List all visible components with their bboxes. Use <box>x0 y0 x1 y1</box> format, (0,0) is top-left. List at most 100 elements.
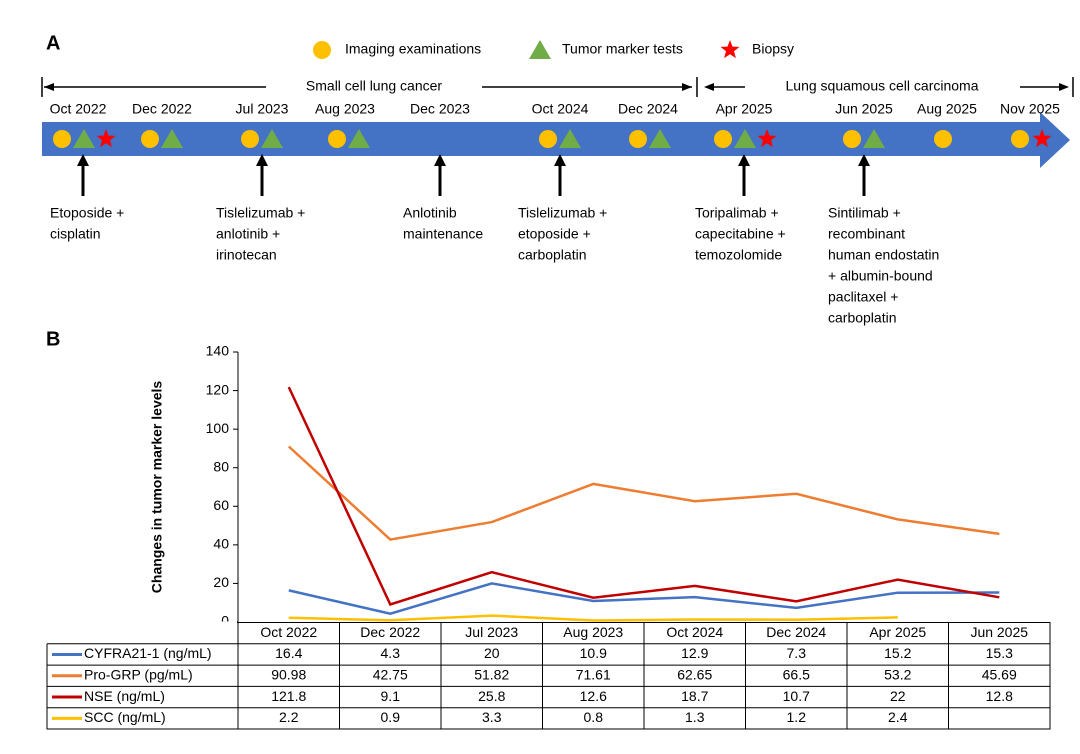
table-cell: 71.61 <box>576 666 611 682</box>
legend-label: Pro-GRP (pg/mL) <box>84 666 193 682</box>
y-axis-label: Changes in tumor marker levels <box>149 381 165 594</box>
x-tick-label: Jul 2023 <box>465 624 518 640</box>
imaging-icon <box>1011 130 1029 148</box>
arrow-head <box>256 154 268 166</box>
treatment-label: + albumin-bound <box>828 268 933 284</box>
table-cell: 3.3 <box>482 709 502 725</box>
table-cell: 15.2 <box>884 645 911 661</box>
imaging-icon <box>843 130 861 148</box>
arrow-head <box>858 154 870 166</box>
treatment-label: maintenance <box>403 226 483 242</box>
table-cell: 0.9 <box>381 709 401 725</box>
y-tick-label: 100 <box>206 420 230 436</box>
treatment-label: Etoposide + <box>50 205 124 221</box>
treatment-label: Anlotinib <box>403 205 457 221</box>
table-cell: 0.8 <box>584 709 604 725</box>
treatment-label: capecitabine + <box>695 226 786 242</box>
x-tick-label: Jun 2025 <box>970 624 1028 640</box>
phase-brackets <box>41 77 1074 97</box>
table-cell: 10.9 <box>580 645 607 661</box>
tumor-marker-icon <box>261 129 283 148</box>
date-label: Jun 2025 <box>835 101 893 117</box>
date-label: Dec 2022 <box>132 101 192 117</box>
series-line <box>287 386 1000 607</box>
tumor-marker-icon <box>161 129 183 148</box>
treatment-label: Tislelizumab + <box>216 205 305 221</box>
date-label: Oct 2024 <box>532 101 589 117</box>
treatment-label: temozolomide <box>695 247 782 263</box>
date-label: Aug 2023 <box>315 101 375 117</box>
table-corner <box>46 621 237 644</box>
panel-label: A <box>46 32 60 54</box>
table-cell: 18.7 <box>681 688 708 704</box>
series-line <box>288 614 898 622</box>
y-tick-label: 0 <box>221 613 229 629</box>
x-tick-label: Apr 2025 <box>869 624 926 640</box>
date-label: Dec 2024 <box>618 101 678 117</box>
panel-label: B <box>46 328 60 350</box>
y-tick-label: 40 <box>213 536 229 552</box>
series-line <box>288 582 1000 615</box>
tumor-marker-icon <box>529 40 551 59</box>
table-cell: 20 <box>484 645 500 661</box>
tumor-marker-icon <box>348 129 370 148</box>
phase-label: Lung squamous cell carcinoma <box>786 78 979 94</box>
table-cell: 15.3 <box>986 645 1013 661</box>
treatment-label: carboplatin <box>828 310 897 326</box>
legend-label: Tumor marker tests <box>562 41 683 57</box>
date-label: Nov 2025 <box>1000 101 1060 117</box>
treatment-label: human endostatin <box>828 247 939 263</box>
legend-label: NSE (ng/mL) <box>84 688 165 704</box>
imaging-icon <box>328 130 346 148</box>
x-tick-label: Dec 2022 <box>360 624 420 640</box>
treatment-label: Sintilimab + <box>828 205 901 221</box>
treatment-label: anlotinib + <box>216 226 280 242</box>
legend-label: Biopsy <box>752 41 794 57</box>
treatment-label: etoposide + <box>518 226 591 242</box>
table-cell: 4.3 <box>381 645 401 661</box>
date-label: Apr 2025 <box>716 101 773 117</box>
imaging-icon <box>934 130 952 148</box>
tumor-marker-icon <box>559 129 581 148</box>
legend-label: Imaging examinations <box>345 41 481 57</box>
table-cell: 9.1 <box>381 688 401 704</box>
table-cell: 16.4 <box>275 645 302 661</box>
date-label: Oct 2022 <box>50 101 107 117</box>
table-cell: 2.2 <box>279 709 299 725</box>
imaging-icon <box>313 41 331 59</box>
y-tick-label: 20 <box>213 574 229 590</box>
table-cell: 121.8 <box>271 688 306 704</box>
treatment-label: cisplatin <box>50 226 101 242</box>
date-label: Dec 2023 <box>410 101 470 117</box>
date-label: Jul 2023 <box>236 101 289 117</box>
table-cell: 66.5 <box>783 666 810 682</box>
table-cell: 90.98 <box>271 666 306 682</box>
imaging-icon <box>53 130 71 148</box>
date-label: Aug 2025 <box>917 101 977 117</box>
arrow-head <box>738 154 750 166</box>
series-line <box>287 445 1000 541</box>
arrow-head <box>434 154 446 166</box>
tumor-marker-icon <box>734 129 756 148</box>
y-tick-label: 80 <box>213 458 229 474</box>
table-cell: 51.82 <box>474 666 509 682</box>
table-cell: 22 <box>890 688 906 704</box>
table-cell: 12.9 <box>681 645 708 661</box>
biopsy-icon <box>720 40 740 59</box>
table-cell: 7.3 <box>787 645 807 661</box>
imaging-icon <box>241 130 259 148</box>
table-cell: 1.3 <box>685 709 705 725</box>
x-tick-label: Oct 2024 <box>666 624 723 640</box>
legend-label: SCC (ng/mL) <box>84 709 166 725</box>
y-tick-label: 60 <box>213 497 229 513</box>
arrow-head <box>77 154 89 166</box>
y-tick-label: 120 <box>206 381 230 397</box>
table-cell: 53.2 <box>884 666 911 682</box>
imaging-icon <box>629 130 647 148</box>
table-cell: 10.7 <box>783 688 810 704</box>
table-cell: 25.8 <box>478 688 505 704</box>
treatment-label: Tislelizumab + <box>518 205 607 221</box>
imaging-icon <box>141 130 159 148</box>
x-tick-label: Oct 2022 <box>260 624 317 640</box>
